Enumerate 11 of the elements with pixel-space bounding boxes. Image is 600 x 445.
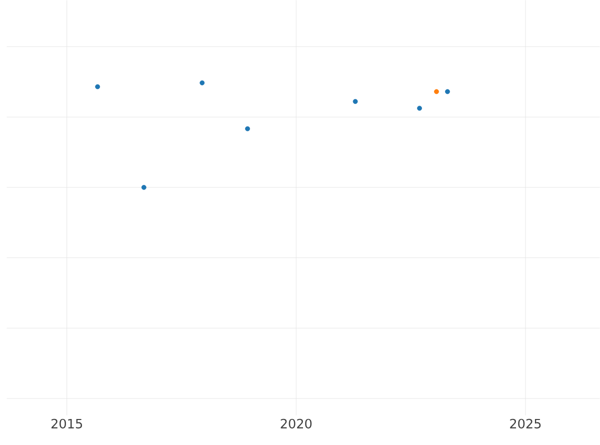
x-tick-label: 2015 <box>52 418 82 428</box>
x-tick-label: 2025 <box>510 418 541 428</box>
point <box>141 184 146 190</box>
point <box>417 106 422 111</box>
point <box>200 80 205 86</box>
x-tick-label: 2020 <box>280 418 312 428</box>
point <box>434 89 439 94</box>
point <box>95 84 100 90</box>
point <box>352 98 358 104</box>
point <box>245 126 250 132</box>
point <box>445 89 450 94</box>
